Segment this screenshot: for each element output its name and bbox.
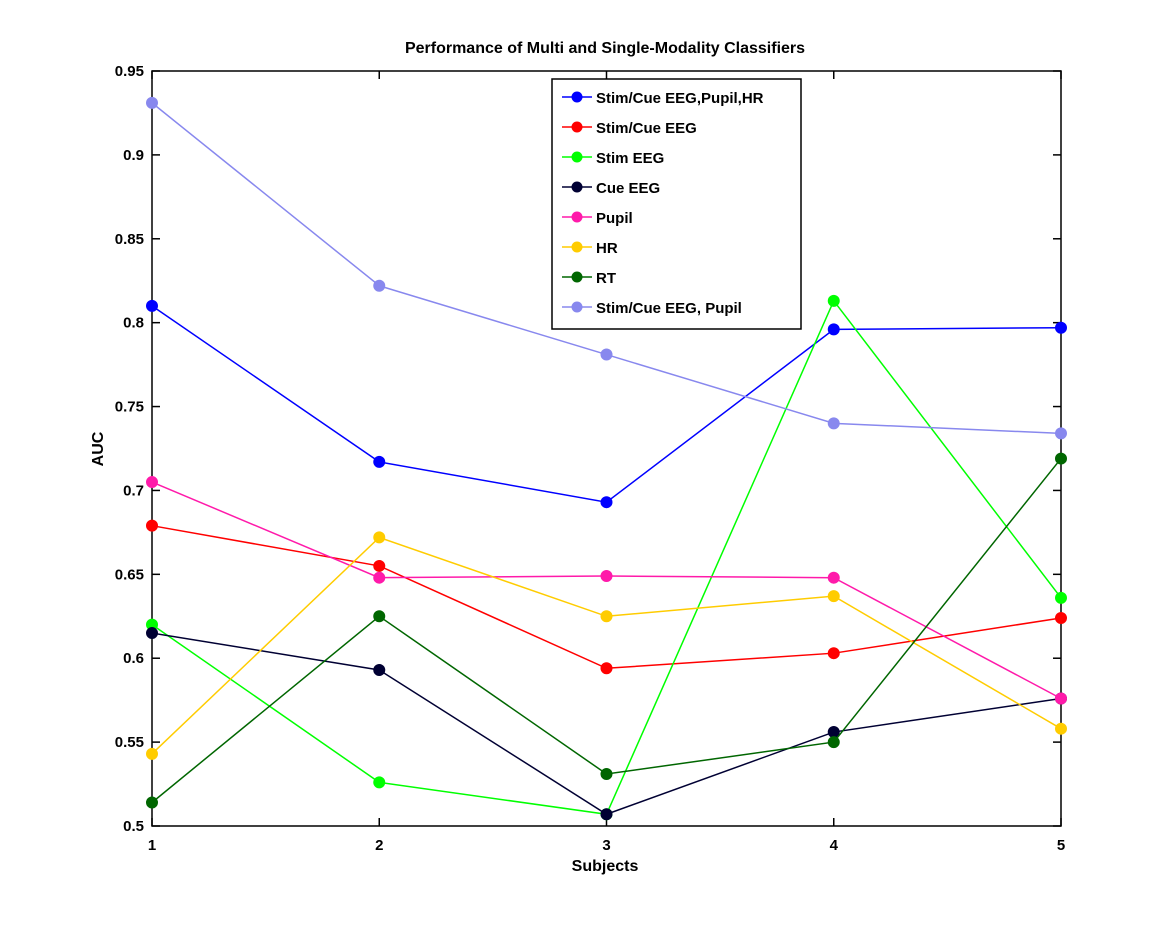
legend-swatch-marker xyxy=(571,241,583,253)
legend-entry: Stim/Cue EEG,Pupil,HR xyxy=(596,90,764,107)
data-point xyxy=(373,531,386,544)
data-point xyxy=(600,570,613,583)
x-tick-label: 3 xyxy=(602,837,610,854)
data-point xyxy=(1055,427,1067,440)
data-point xyxy=(146,796,158,809)
y-tick-label: 0.95 xyxy=(115,63,144,80)
data-point xyxy=(827,736,840,749)
legend-entry: RT xyxy=(596,270,616,287)
data-point xyxy=(600,496,613,509)
x-tick-label: 4 xyxy=(830,837,839,854)
y-tick-label: 0.7 xyxy=(123,482,144,499)
series-2 xyxy=(146,519,1067,675)
series-8 xyxy=(146,96,1067,440)
data-point xyxy=(373,571,386,584)
chart-title: Performance of Multi and Single-Modality… xyxy=(405,40,805,57)
data-point xyxy=(146,476,158,489)
data-point xyxy=(1055,692,1067,705)
legend-swatch-marker xyxy=(571,301,583,313)
data-point xyxy=(146,519,158,532)
legend-swatch-marker xyxy=(571,181,583,193)
data-point xyxy=(1055,722,1067,735)
data-point xyxy=(373,455,386,468)
y-tick-label: 0.65 xyxy=(115,566,144,583)
series-6 xyxy=(146,531,1067,760)
data-point xyxy=(827,571,840,584)
data-point xyxy=(600,348,613,361)
data-point xyxy=(373,559,386,572)
data-point xyxy=(373,663,386,676)
data-point xyxy=(146,747,158,760)
y-tick-label: 0.8 xyxy=(123,315,144,332)
data-point xyxy=(827,726,840,739)
x-tick-label: 2 xyxy=(375,837,383,854)
series-layer xyxy=(146,96,1067,821)
series-1 xyxy=(146,299,1067,509)
series-7 xyxy=(146,452,1067,809)
data-point xyxy=(827,323,840,336)
legend-swatch-marker xyxy=(571,211,583,223)
data-point xyxy=(373,610,386,623)
y-axis-title: AUC xyxy=(90,431,107,466)
legend-swatch-marker xyxy=(571,121,583,133)
data-point xyxy=(827,590,840,603)
legend-box xyxy=(551,78,802,330)
data-point xyxy=(1055,452,1067,465)
y-tick-label: 0.9 xyxy=(123,147,144,164)
legend-swatch-marker xyxy=(571,91,583,103)
legend: Stim/Cue EEG,Pupil,HR Stim/Cue EEG Stim EE… xyxy=(551,78,802,330)
data-point xyxy=(146,96,158,109)
y-tick-label: 0.6 xyxy=(123,650,144,667)
data-point xyxy=(600,662,613,675)
x-tick-label: 5 xyxy=(1057,837,1065,854)
data-point xyxy=(827,417,840,430)
data-point xyxy=(146,299,158,312)
data-point xyxy=(1055,591,1067,604)
x-axis-title: Subjects xyxy=(572,858,639,875)
x-axis: 1 2 3 4 5 xyxy=(148,71,1065,854)
series-4 xyxy=(146,627,1067,821)
y-tick-label: 0.75 xyxy=(115,399,144,416)
data-point xyxy=(600,610,613,623)
x-tick-label: 1 xyxy=(148,837,156,854)
legend-swatch-marker xyxy=(571,271,583,283)
legend-entry: Stim/Cue EEG xyxy=(596,120,697,137)
data-point xyxy=(373,776,386,789)
legend-entry: Pupil xyxy=(596,210,633,227)
data-point xyxy=(600,808,613,821)
data-point xyxy=(827,294,840,307)
y-axis: 0.5 0.55 0.6 0.65 0.7 0.75 0.8 0.85 0.9 0.95 xyxy=(115,63,1061,835)
y-tick-label: 0.55 xyxy=(115,734,144,751)
series-5 xyxy=(146,476,1067,705)
data-point xyxy=(1055,611,1067,624)
legend-entry: HR xyxy=(596,240,618,257)
data-point xyxy=(600,767,613,780)
legend-entry: Stim/Cue EEG, Pupil xyxy=(596,300,742,317)
data-point xyxy=(373,279,386,292)
data-point xyxy=(827,647,840,660)
data-point xyxy=(146,627,158,640)
legend-swatch-marker xyxy=(571,151,583,163)
y-tick-label: 0.5 xyxy=(123,818,144,835)
legend-entry: Cue EEG xyxy=(596,180,660,197)
legend-entry: Stim EEG xyxy=(596,150,664,167)
y-tick-label: 0.85 xyxy=(115,231,144,248)
data-point xyxy=(1055,321,1067,334)
